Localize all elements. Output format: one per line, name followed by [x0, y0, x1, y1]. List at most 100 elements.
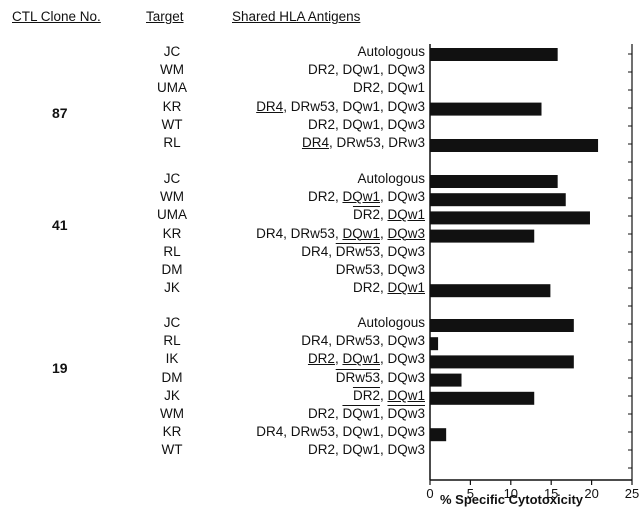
hla-segment: DQw1	[387, 207, 425, 223]
hla-segment: DR4, DRw53,	[256, 225, 343, 241]
x-tick-label: 0	[426, 486, 433, 501]
hla-antigens: DRw53, DQw3	[336, 262, 425, 277]
hla-antigens: DR2, DQw1, DQw3	[308, 442, 425, 457]
target-label: WM	[160, 62, 184, 78]
bar	[430, 102, 542, 116]
hla-antigens: DR2, DQw1, DQw3	[308, 406, 425, 421]
x-axis-label: % Specific Cytotoxicity	[440, 492, 584, 507]
x-tick-label: 15	[544, 486, 558, 501]
hla-segment: DR4	[256, 98, 284, 114]
hla-segment: ,	[379, 406, 388, 421]
target-label: JK	[164, 387, 180, 403]
bar	[430, 139, 599, 152]
hla-segment: DR2,	[307, 406, 343, 421]
target-label: WT	[161, 116, 183, 132]
hla-segment: DR2	[352, 387, 380, 403]
target-label: WM	[160, 406, 184, 421]
target-label: RL	[163, 135, 181, 150]
target-label: RL	[163, 333, 181, 349]
hla-antigens: DR4, DRw53, DQw1, DQw3	[256, 424, 425, 439]
hla-segment: Autologous	[357, 315, 425, 330]
hla-segment: DRw53, DQw3	[335, 262, 425, 277]
target-label: IK	[165, 351, 179, 367]
bar	[430, 373, 462, 387]
bar	[430, 48, 558, 61]
x-tick-label: 10	[504, 486, 518, 501]
bar	[430, 193, 566, 207]
hla-segment: Autologous	[357, 44, 425, 59]
hla-segment: DR4	[301, 135, 329, 150]
hla-segment: DQw1	[387, 280, 425, 296]
hla-segment: DR4,	[301, 243, 336, 259]
hla-antigens: DR2, DQw1	[353, 388, 425, 403]
target-label: JC	[163, 315, 181, 330]
hla-segment: ,	[379, 225, 388, 241]
hla-antigens: Autologous	[357, 315, 425, 330]
target-label: UMA	[157, 80, 187, 96]
bar	[430, 391, 535, 405]
hla-segment: , DRw53, DQw1, DQw3	[283, 98, 425, 114]
hla-segment: DR2, DQw1, DQw3	[307, 116, 425, 132]
hla-antigens: Autologous	[357, 171, 425, 186]
hla-segment: DQw1	[342, 189, 380, 205]
hla-segment: DR4, DRw53, DQw1, DQw3	[256, 424, 425, 440]
target-label: WM	[160, 189, 184, 205]
hla-segment: DR2, DQw1, DQw3	[307, 62, 425, 78]
target-label: WT	[161, 442, 183, 458]
hla-segment: DQw1	[342, 406, 380, 421]
bar	[430, 337, 439, 351]
hla-segment: DR2, DQw1	[352, 80, 425, 96]
hla-antigens: DR2, DQw1, DQw3	[308, 62, 425, 77]
target-label: RL	[163, 243, 181, 259]
x-tick-label: 25	[625, 486, 639, 501]
hla-segment: ,	[379, 207, 388, 223]
hla-antigens: DR4, DRw53, DQw1, DQw3	[256, 99, 425, 114]
hla-antigens: DR2, DQw1, DQw3	[308, 351, 425, 366]
hla-segment: DRw53	[335, 369, 380, 385]
hla-segment: DR2	[307, 351, 335, 367]
hla-segment: DR4, DRw53, DQw3	[301, 333, 425, 349]
hla-segment: DQw1	[342, 225, 380, 241]
hla-antigens: DR4, DRw53, DRw3	[302, 135, 425, 150]
hla-segment: DR2, DQw1, DQw3	[307, 442, 425, 458]
hla-antigens: DR2, DQw1, DQw3	[308, 189, 425, 204]
hla-antigens: DR2, DQw1, DQw3	[308, 117, 425, 132]
target-label: JC	[163, 171, 181, 186]
bar	[430, 319, 574, 332]
hla-segment: , DQw3	[379, 351, 425, 367]
target-label: KR	[162, 424, 182, 440]
target-label: UMA	[157, 207, 187, 223]
x-tick-label: 20	[584, 486, 598, 501]
hla-segment: DR2	[352, 207, 380, 223]
hla-segment: DQw3	[387, 225, 425, 241]
bar	[430, 355, 574, 369]
hla-segment: , DQw3	[379, 189, 425, 205]
target-label: DM	[161, 262, 183, 277]
hla-segment: DR2,	[307, 189, 343, 205]
hla-antigens: DR4, DRw53, DQw3	[301, 333, 425, 348]
target-label: DM	[161, 369, 183, 385]
clone-label: 19	[52, 360, 68, 376]
target-label: JK	[164, 280, 180, 296]
hla-segment: ,	[379, 387, 388, 403]
hla-segment: ,	[334, 351, 343, 367]
hla-antigens: DRw53, DQw3	[336, 370, 425, 385]
hla-antigens: DR2, DQw1	[353, 280, 425, 295]
hla-segment: , DQw3	[379, 243, 425, 259]
target-label: KR	[162, 225, 182, 241]
hla-antigens: DR2, DQw1	[353, 207, 425, 222]
hla-segment: DR2,	[352, 280, 388, 296]
header-hla: Shared HLA Antigens	[232, 9, 361, 24]
bar	[430, 175, 558, 188]
target-label: KR	[162, 98, 182, 114]
clone-label: 41	[52, 217, 68, 233]
hla-segment: DQw1	[342, 351, 380, 367]
bar	[430, 428, 447, 442]
hla-antigens: DR4, DRw53, DQw3	[301, 244, 425, 259]
header-clone: CTL Clone No.	[12, 9, 101, 24]
bar	[430, 284, 551, 298]
hla-segment: DQw3	[387, 406, 425, 421]
hla-segment: Autologous	[357, 171, 425, 186]
header-target: Target	[146, 9, 184, 24]
